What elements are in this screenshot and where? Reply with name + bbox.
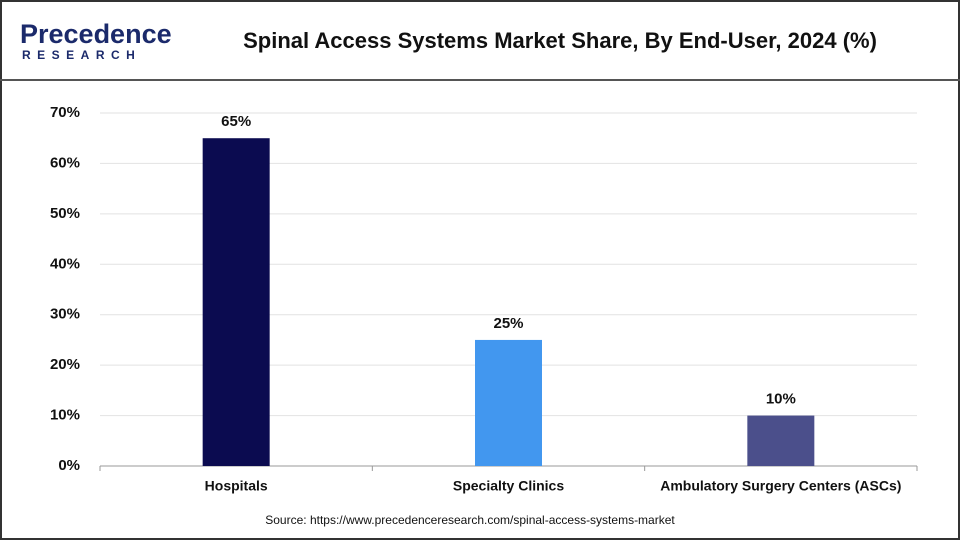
data-label: 10% [766, 391, 796, 408]
y-tick-label: 30% [50, 306, 80, 323]
logo-name: Precedence [20, 19, 172, 49]
y-tick-label: 10% [50, 407, 80, 424]
y-tick-label: 40% [50, 255, 80, 272]
bar [202, 138, 270, 466]
logo-tagline: RESEARCH [22, 48, 141, 62]
y-tick-label: 60% [50, 154, 80, 171]
y-tick-label: 50% [50, 205, 80, 222]
data-label: 65% [221, 113, 251, 130]
bar [475, 339, 542, 466]
y-tick-label: 20% [50, 356, 80, 373]
chart-title: Spinal Access Systems Market Share, By E… [243, 28, 877, 53]
y-tick-label: 0% [58, 457, 80, 474]
x-tick-label: Hospitals [205, 478, 268, 494]
x-tick-label: Ambulatory Surgery Centers (ASCs) [660, 478, 901, 494]
source: Source: https://www.precedenceresearch.c… [265, 513, 675, 527]
data-label: 25% [493, 315, 523, 332]
y-tick-label: 70% [50, 104, 80, 121]
bar [747, 415, 815, 466]
x-tick-label: Specialty Clinics [453, 478, 564, 494]
